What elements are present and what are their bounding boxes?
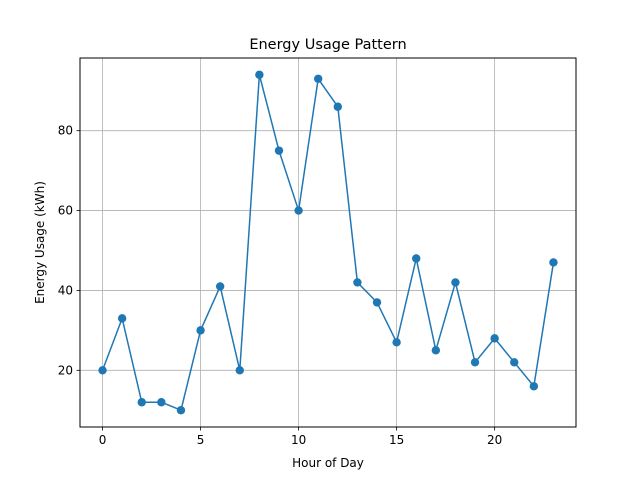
data-point [274, 146, 284, 155]
chart-title: Energy Usage Pattern [249, 37, 406, 53]
y-tick-label: 20 [58, 363, 73, 377]
data-point [157, 398, 166, 407]
data-point [372, 298, 382, 307]
x-tick-label: 20 [487, 433, 502, 447]
y-tick-label: 60 [58, 204, 73, 218]
plot-frame [79, 57, 577, 428]
data-point [255, 70, 264, 79]
data-point [392, 338, 401, 347]
data-point [235, 366, 244, 375]
data-point [510, 358, 519, 367]
series-line [101, 74, 555, 411]
data-point [294, 206, 303, 215]
data-point [117, 314, 127, 323]
data-point [470, 358, 480, 367]
data-point [490, 334, 499, 343]
data-point [98, 366, 107, 375]
data-point [176, 406, 186, 415]
x-tick-label: 10 [291, 433, 306, 447]
y-tick-label: 40 [58, 283, 73, 297]
series [98, 70, 558, 415]
data-point [313, 74, 323, 83]
data-point [431, 346, 441, 355]
data-point [196, 326, 205, 335]
y-tick-label: 80 [58, 124, 73, 138]
y-axis-label: Energy Usage (kWh) [33, 181, 47, 304]
grid [80, 58, 576, 427]
y-axis: 20 40 60 80 [58, 124, 80, 377]
x-tick-label: 15 [389, 433, 404, 447]
data-point [412, 254, 421, 263]
data-point [333, 102, 343, 111]
x-tick-label: 0 [99, 433, 107, 447]
x-tick-label: 5 [197, 433, 205, 447]
data-point [451, 278, 460, 287]
data-point [549, 258, 558, 267]
data-point [215, 282, 225, 291]
x-axis-label: Hour of Day [292, 456, 364, 470]
x-axis: 0 5 10 15 20 [99, 427, 502, 447]
data-point [353, 278, 362, 287]
data-point [137, 398, 146, 407]
data-point [529, 382, 539, 391]
